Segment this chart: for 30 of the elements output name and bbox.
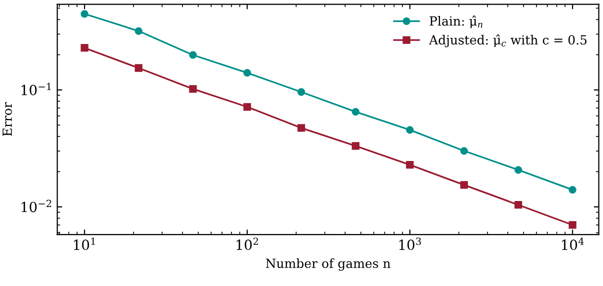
point <box>297 88 306 96</box>
x-tick-label: 10$^{1}$ <box>74 238 95 250</box>
point <box>134 64 142 72</box>
point <box>406 126 414 134</box>
point <box>80 10 88 18</box>
point <box>514 201 522 209</box>
legend-label: Plain: μ̂$_{n}$ <box>430 16 482 28</box>
point <box>406 160 414 169</box>
point <box>460 181 468 189</box>
point <box>189 51 197 59</box>
y-tick-label: 10$^{−1}$ <box>22 82 51 96</box>
point <box>352 108 360 116</box>
point <box>297 124 306 132</box>
x-tick-label: 10$^{4}$ <box>562 238 584 250</box>
y-axis-title: Error <box>2 102 12 136</box>
legend-label: Adjusted: μ̂$_{c}$ with c = 0.5 <box>428 34 587 48</box>
point <box>80 44 88 52</box>
point <box>134 27 142 35</box>
point <box>514 166 522 174</box>
point <box>460 147 468 155</box>
x-tick-label: 10$^{3}$ <box>399 238 421 250</box>
point <box>568 221 576 229</box>
x-tick-label: 10$^{2}$ <box>236 238 258 250</box>
point <box>189 85 197 93</box>
y-tick-label: 10$^{−2}$ <box>22 200 52 212</box>
point <box>352 142 360 150</box>
point <box>243 103 252 111</box>
x-axis-title: Number of games n <box>266 258 390 271</box>
point <box>243 69 252 77</box>
point <box>568 186 576 194</box>
